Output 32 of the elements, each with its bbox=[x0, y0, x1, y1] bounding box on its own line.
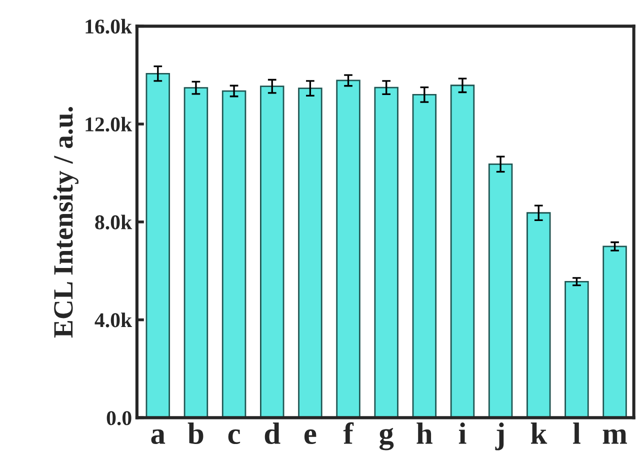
x-tick-label: m bbox=[602, 429, 627, 444]
bar bbox=[374, 86, 398, 418]
bar bbox=[450, 84, 475, 418]
y-tick-label: 4.0k bbox=[94, 312, 132, 328]
y-tick-label: 0.0 bbox=[106, 411, 132, 426]
x-tick-label: f bbox=[343, 422, 354, 444]
x-tick-label: a bbox=[151, 429, 166, 444]
bar bbox=[336, 80, 360, 418]
y-tick-label: 12.0k bbox=[86, 116, 132, 132]
bar bbox=[488, 163, 513, 418]
bar bbox=[602, 246, 627, 418]
bar bbox=[184, 87, 208, 418]
x-tick-label: h bbox=[416, 422, 432, 444]
x-tick-label: k bbox=[530, 422, 548, 444]
bar bbox=[412, 94, 437, 418]
bar bbox=[564, 280, 589, 418]
bar bbox=[222, 90, 246, 418]
x-tick-label: j bbox=[495, 422, 504, 450]
y-tick-label: 8.0k bbox=[95, 214, 132, 230]
y-tick-label: 16.0k bbox=[86, 18, 132, 34]
x-tick-label: c bbox=[228, 429, 240, 444]
x-tick-label: g bbox=[380, 428, 394, 450]
x-tick-label: e bbox=[304, 429, 316, 444]
x-tick-label: b bbox=[188, 422, 204, 444]
x-tick-label: i bbox=[458, 422, 466, 444]
bar bbox=[526, 212, 551, 418]
x-tick-label: d bbox=[264, 422, 280, 444]
y-axis-title: ECL Intensity / a.u. bbox=[53, 106, 78, 338]
bar bbox=[260, 86, 284, 418]
bar bbox=[298, 88, 322, 418]
x-tick-label: l bbox=[573, 422, 580, 444]
bar bbox=[146, 72, 170, 418]
